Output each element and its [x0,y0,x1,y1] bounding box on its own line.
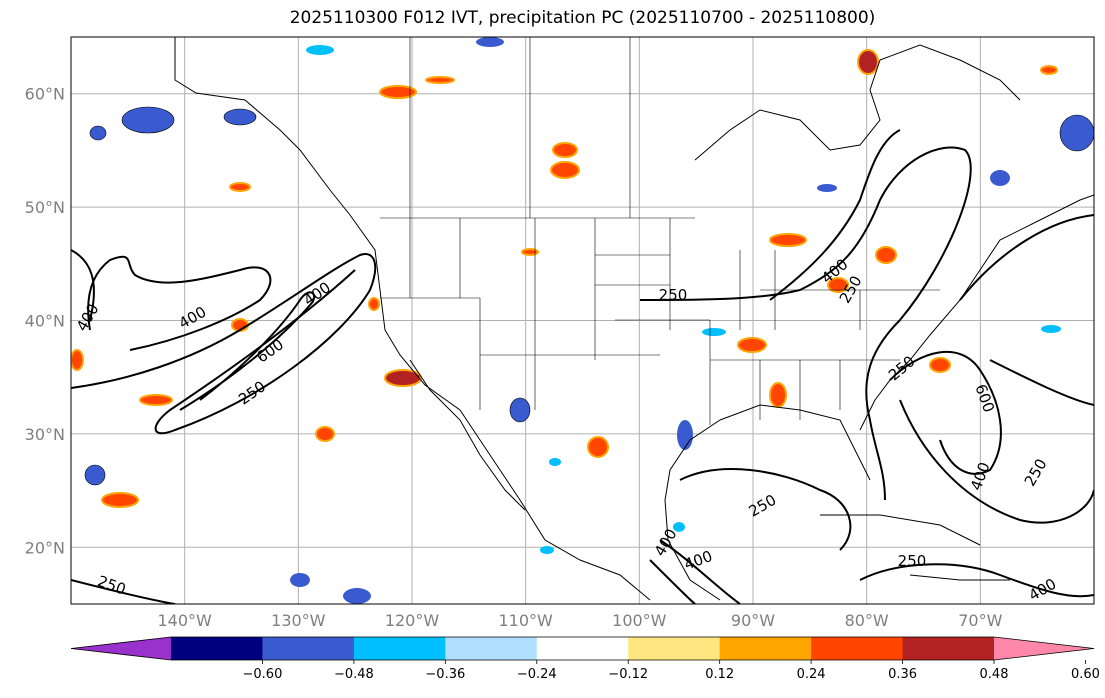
colorbar-extend-high [994,637,1094,660]
precip-blob [315,426,335,442]
precip-blob [476,37,504,47]
lon-tick-label: 80°W [845,611,889,630]
colorbar-tick-label: 0.36 [888,667,917,682]
precip-blob [540,546,554,554]
colorbar-segment [719,637,812,660]
lon-tick-label: 140°W [157,611,212,630]
precip-blob [89,125,107,141]
colorbar-segment [902,637,995,660]
precip-blob [223,108,257,126]
precip-blob [71,349,84,371]
colorbar-tick-label: 0.48 [980,667,1009,682]
precip-blob [817,184,837,192]
latitude-labels: 20°N 30°N 40°N 50°N 60°N [25,85,65,558]
lon-tick-label: 70°W [958,611,1002,630]
colorbar-segment [536,637,629,660]
colorbar-tick-label: 0.24 [797,667,826,682]
precip-blob [101,492,139,508]
lat-tick-label: 40°N [25,312,65,331]
lon-tick-label: 90°W [731,611,775,630]
lat-tick-label: 50°N [25,198,65,217]
precip-blob [990,170,1010,186]
colorbar: −0.60 −0.48 −0.36 −0.24 −0.12 0.12 0.24 0.36 0.4… [70,636,1100,682]
lat-tick-label: 30°N [25,425,65,444]
precip-blob [737,337,767,353]
precip-blob [929,357,951,373]
precip-blob [84,464,106,486]
colorbar-tick-label: −0.48 [334,667,374,682]
precip-blob [425,76,455,84]
colorbar-segment [353,637,446,660]
contour-label: 250 [898,552,927,570]
colorbar-tick-label: −0.12 [608,667,648,682]
lon-tick-label: 110°W [498,611,553,630]
precip-blob [827,277,849,293]
precip-blob [673,522,685,532]
precip-blob [587,436,609,458]
precip-blob [368,297,380,311]
colorbar-segment [171,637,263,660]
lat-tick-label: 20°N [25,538,65,557]
precip-blob [1059,114,1094,152]
precip-blob [549,458,561,466]
colorbar-segment [445,637,538,660]
colorbar-outline [70,636,1095,661]
colorbar-tick-label: −0.24 [517,667,557,682]
map-frame [70,36,1095,605]
colorbar-tick-label: 0.60 [1071,667,1100,682]
precip-blob [702,328,726,336]
chart-title: 2025110300 F012 IVT, precipitation PC (2… [289,8,876,28]
precip-blob [875,246,897,264]
precip-blob [1040,65,1058,75]
precip-shading [71,37,1094,604]
precip-blob [121,106,175,134]
precip-blob [229,182,251,192]
lat-tick-label: 60°N [25,85,65,104]
precip-blob [769,382,787,408]
contour-label: 250 [659,286,688,304]
coastlines-borders [174,37,1094,601]
precip-blob [769,233,807,247]
precip-blob [306,45,334,55]
precip-blob [139,394,173,406]
precip-blob [384,369,422,387]
precip-blob [677,420,693,450]
precip-blob [343,588,371,604]
precip-blob [857,49,879,75]
colorbar-tick-label: 0.12 [705,667,734,682]
colorbar-tick-label: −0.60 [243,667,283,682]
lon-tick-label: 120°W [385,611,440,630]
precip-blob [509,397,531,423]
precip-blob [550,161,580,179]
colorbar-tick-label: −0.36 [425,667,465,682]
colorbar-segment [262,637,355,660]
precip-blob [521,248,539,256]
colorbar-segment [811,637,904,660]
precip-blob [1041,325,1061,333]
colorbar-segment [628,637,721,660]
precip-blob [290,573,310,587]
state-borders [380,37,940,425]
precip-blob [552,142,578,158]
colorbar-extend-low [71,637,171,660]
lon-tick-label: 100°W [612,611,667,630]
ivt-contours [71,129,1094,604]
precip-blob [379,85,417,99]
lon-tick-label: 130°W [271,611,326,630]
longitude-labels: 140°W 130°W 120°W 110°W 100°W 90°W 80°W 70°W [157,611,1002,630]
